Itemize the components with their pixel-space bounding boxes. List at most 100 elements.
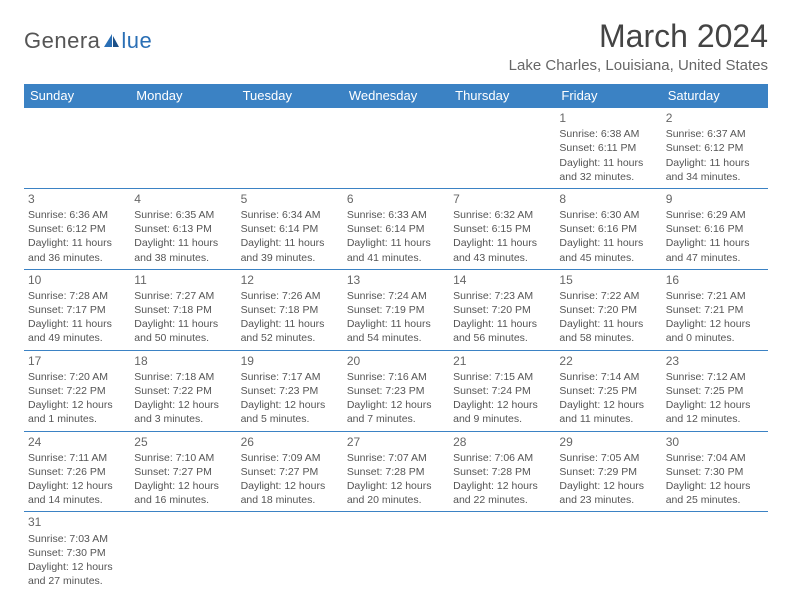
calendar-day-cell: 23Sunrise: 7:12 AMSunset: 7:25 PMDayligh… (662, 350, 768, 431)
daylight-line: Daylight: 12 hours and 20 minutes. (347, 479, 445, 507)
day-number: 25 (134, 434, 232, 450)
calendar-day-cell: 12Sunrise: 7:26 AMSunset: 7:18 PMDayligh… (237, 269, 343, 350)
calendar-day-cell: 30Sunrise: 7:04 AMSunset: 7:30 PMDayligh… (662, 431, 768, 512)
daylight-line: Daylight: 11 hours and 43 minutes. (453, 236, 551, 264)
daylight-line: Daylight: 11 hours and 58 minutes. (559, 317, 657, 345)
daylight-line: Daylight: 11 hours and 50 minutes. (134, 317, 232, 345)
page-title: March 2024 (509, 18, 768, 55)
day-number: 28 (453, 434, 551, 450)
calendar-day-cell: 29Sunrise: 7:05 AMSunset: 7:29 PMDayligh… (555, 431, 661, 512)
daylight-line: Daylight: 12 hours and 12 minutes. (666, 398, 764, 426)
calendar-day-cell (662, 512, 768, 592)
calendar-body: 1Sunrise: 6:38 AMSunset: 6:11 PMDaylight… (24, 108, 768, 593)
day-number: 16 (666, 272, 764, 288)
sunrise-line: Sunrise: 7:23 AM (453, 289, 551, 303)
sunset-line: Sunset: 7:25 PM (559, 384, 657, 398)
daylight-line: Daylight: 11 hours and 39 minutes. (241, 236, 339, 264)
sunset-line: Sunset: 7:23 PM (347, 384, 445, 398)
calendar-day-cell: 2Sunrise: 6:37 AMSunset: 6:12 PMDaylight… (662, 108, 768, 189)
calendar-day-cell: 17Sunrise: 7:20 AMSunset: 7:22 PMDayligh… (24, 350, 130, 431)
daylight-line: Daylight: 12 hours and 18 minutes. (241, 479, 339, 507)
sunrise-line: Sunrise: 7:28 AM (28, 289, 126, 303)
day-number: 12 (241, 272, 339, 288)
day-number: 27 (347, 434, 445, 450)
dayname-header: Sunday (24, 84, 130, 108)
calendar-day-cell: 22Sunrise: 7:14 AMSunset: 7:25 PMDayligh… (555, 350, 661, 431)
day-number: 15 (559, 272, 657, 288)
sunrise-line: Sunrise: 6:37 AM (666, 127, 764, 141)
calendar-week-row: 3Sunrise: 6:36 AMSunset: 6:12 PMDaylight… (24, 188, 768, 269)
sunrise-line: Sunrise: 7:03 AM (28, 532, 126, 546)
calendar-day-cell: 18Sunrise: 7:18 AMSunset: 7:22 PMDayligh… (130, 350, 236, 431)
daylight-line: Daylight: 12 hours and 1 minutes. (28, 398, 126, 426)
sunset-line: Sunset: 7:17 PM (28, 303, 126, 317)
calendar-week-row: 10Sunrise: 7:28 AMSunset: 7:17 PMDayligh… (24, 269, 768, 350)
calendar-day-cell: 6Sunrise: 6:33 AMSunset: 6:14 PMDaylight… (343, 188, 449, 269)
daylight-line: Daylight: 11 hours and 34 minutes. (666, 156, 764, 184)
calendar-week-row: 1Sunrise: 6:38 AMSunset: 6:11 PMDaylight… (24, 108, 768, 189)
daylight-line: Daylight: 12 hours and 9 minutes. (453, 398, 551, 426)
logo: Genera lue (24, 28, 152, 54)
calendar-day-cell (237, 108, 343, 189)
calendar-day-cell: 24Sunrise: 7:11 AMSunset: 7:26 PMDayligh… (24, 431, 130, 512)
calendar-day-cell: 4Sunrise: 6:35 AMSunset: 6:13 PMDaylight… (130, 188, 236, 269)
sunrise-line: Sunrise: 7:12 AM (666, 370, 764, 384)
sunrise-line: Sunrise: 7:16 AM (347, 370, 445, 384)
sunrise-line: Sunrise: 7:14 AM (559, 370, 657, 384)
sunset-line: Sunset: 7:27 PM (134, 465, 232, 479)
sunrise-line: Sunrise: 7:10 AM (134, 451, 232, 465)
calendar-day-cell (449, 512, 555, 592)
day-number: 9 (666, 191, 764, 207)
sunset-line: Sunset: 6:16 PM (559, 222, 657, 236)
calendar-day-cell: 15Sunrise: 7:22 AMSunset: 7:20 PMDayligh… (555, 269, 661, 350)
sunrise-line: Sunrise: 6:38 AM (559, 127, 657, 141)
sunset-line: Sunset: 7:18 PM (241, 303, 339, 317)
sunset-line: Sunset: 7:30 PM (28, 546, 126, 560)
calendar-day-cell: 27Sunrise: 7:07 AMSunset: 7:28 PMDayligh… (343, 431, 449, 512)
daylight-line: Daylight: 11 hours and 45 minutes. (559, 236, 657, 264)
calendar-day-cell: 20Sunrise: 7:16 AMSunset: 7:23 PMDayligh… (343, 350, 449, 431)
calendar-day-cell (130, 108, 236, 189)
logo-text-2: lue (121, 28, 152, 54)
sunrise-line: Sunrise: 6:33 AM (347, 208, 445, 222)
calendar-day-cell: 19Sunrise: 7:17 AMSunset: 7:23 PMDayligh… (237, 350, 343, 431)
daylight-line: Daylight: 12 hours and 11 minutes. (559, 398, 657, 426)
sunrise-line: Sunrise: 6:35 AM (134, 208, 232, 222)
calendar-day-cell: 13Sunrise: 7:24 AMSunset: 7:19 PMDayligh… (343, 269, 449, 350)
calendar-day-cell: 28Sunrise: 7:06 AMSunset: 7:28 PMDayligh… (449, 431, 555, 512)
daylight-line: Daylight: 12 hours and 25 minutes. (666, 479, 764, 507)
calendar-day-cell: 3Sunrise: 6:36 AMSunset: 6:12 PMDaylight… (24, 188, 130, 269)
calendar-day-cell: 1Sunrise: 6:38 AMSunset: 6:11 PMDaylight… (555, 108, 661, 189)
dayname-row: SundayMondayTuesdayWednesdayThursdayFrid… (24, 84, 768, 108)
daylight-line: Daylight: 11 hours and 41 minutes. (347, 236, 445, 264)
sunset-line: Sunset: 7:22 PM (134, 384, 232, 398)
day-number: 24 (28, 434, 126, 450)
sunset-line: Sunset: 6:13 PM (134, 222, 232, 236)
sunrise-line: Sunrise: 7:11 AM (28, 451, 126, 465)
dayname-header: Tuesday (237, 84, 343, 108)
sunset-line: Sunset: 7:26 PM (28, 465, 126, 479)
sunset-line: Sunset: 7:20 PM (559, 303, 657, 317)
daylight-line: Daylight: 11 hours and 54 minutes. (347, 317, 445, 345)
daylight-line: Daylight: 11 hours and 32 minutes. (559, 156, 657, 184)
dayname-header: Monday (130, 84, 236, 108)
calendar-day-cell: 26Sunrise: 7:09 AMSunset: 7:27 PMDayligh… (237, 431, 343, 512)
sunset-line: Sunset: 7:21 PM (666, 303, 764, 317)
calendar-day-cell: 16Sunrise: 7:21 AMSunset: 7:21 PMDayligh… (662, 269, 768, 350)
day-number: 29 (559, 434, 657, 450)
header: Genera lue March 2024 Lake Charles, Loui… (24, 18, 768, 74)
sunset-line: Sunset: 7:23 PM (241, 384, 339, 398)
day-number: 17 (28, 353, 126, 369)
dayname-header: Saturday (662, 84, 768, 108)
sailboat-icon (102, 33, 122, 49)
sunrise-line: Sunrise: 7:09 AM (241, 451, 339, 465)
calendar-day-cell: 11Sunrise: 7:27 AMSunset: 7:18 PMDayligh… (130, 269, 236, 350)
daylight-line: Daylight: 11 hours and 38 minutes. (134, 236, 232, 264)
calendar-day-cell (237, 512, 343, 592)
sunset-line: Sunset: 7:28 PM (347, 465, 445, 479)
day-number: 7 (453, 191, 551, 207)
daylight-line: Daylight: 12 hours and 7 minutes. (347, 398, 445, 426)
day-number: 8 (559, 191, 657, 207)
day-number: 5 (241, 191, 339, 207)
calendar-day-cell: 7Sunrise: 6:32 AMSunset: 6:15 PMDaylight… (449, 188, 555, 269)
